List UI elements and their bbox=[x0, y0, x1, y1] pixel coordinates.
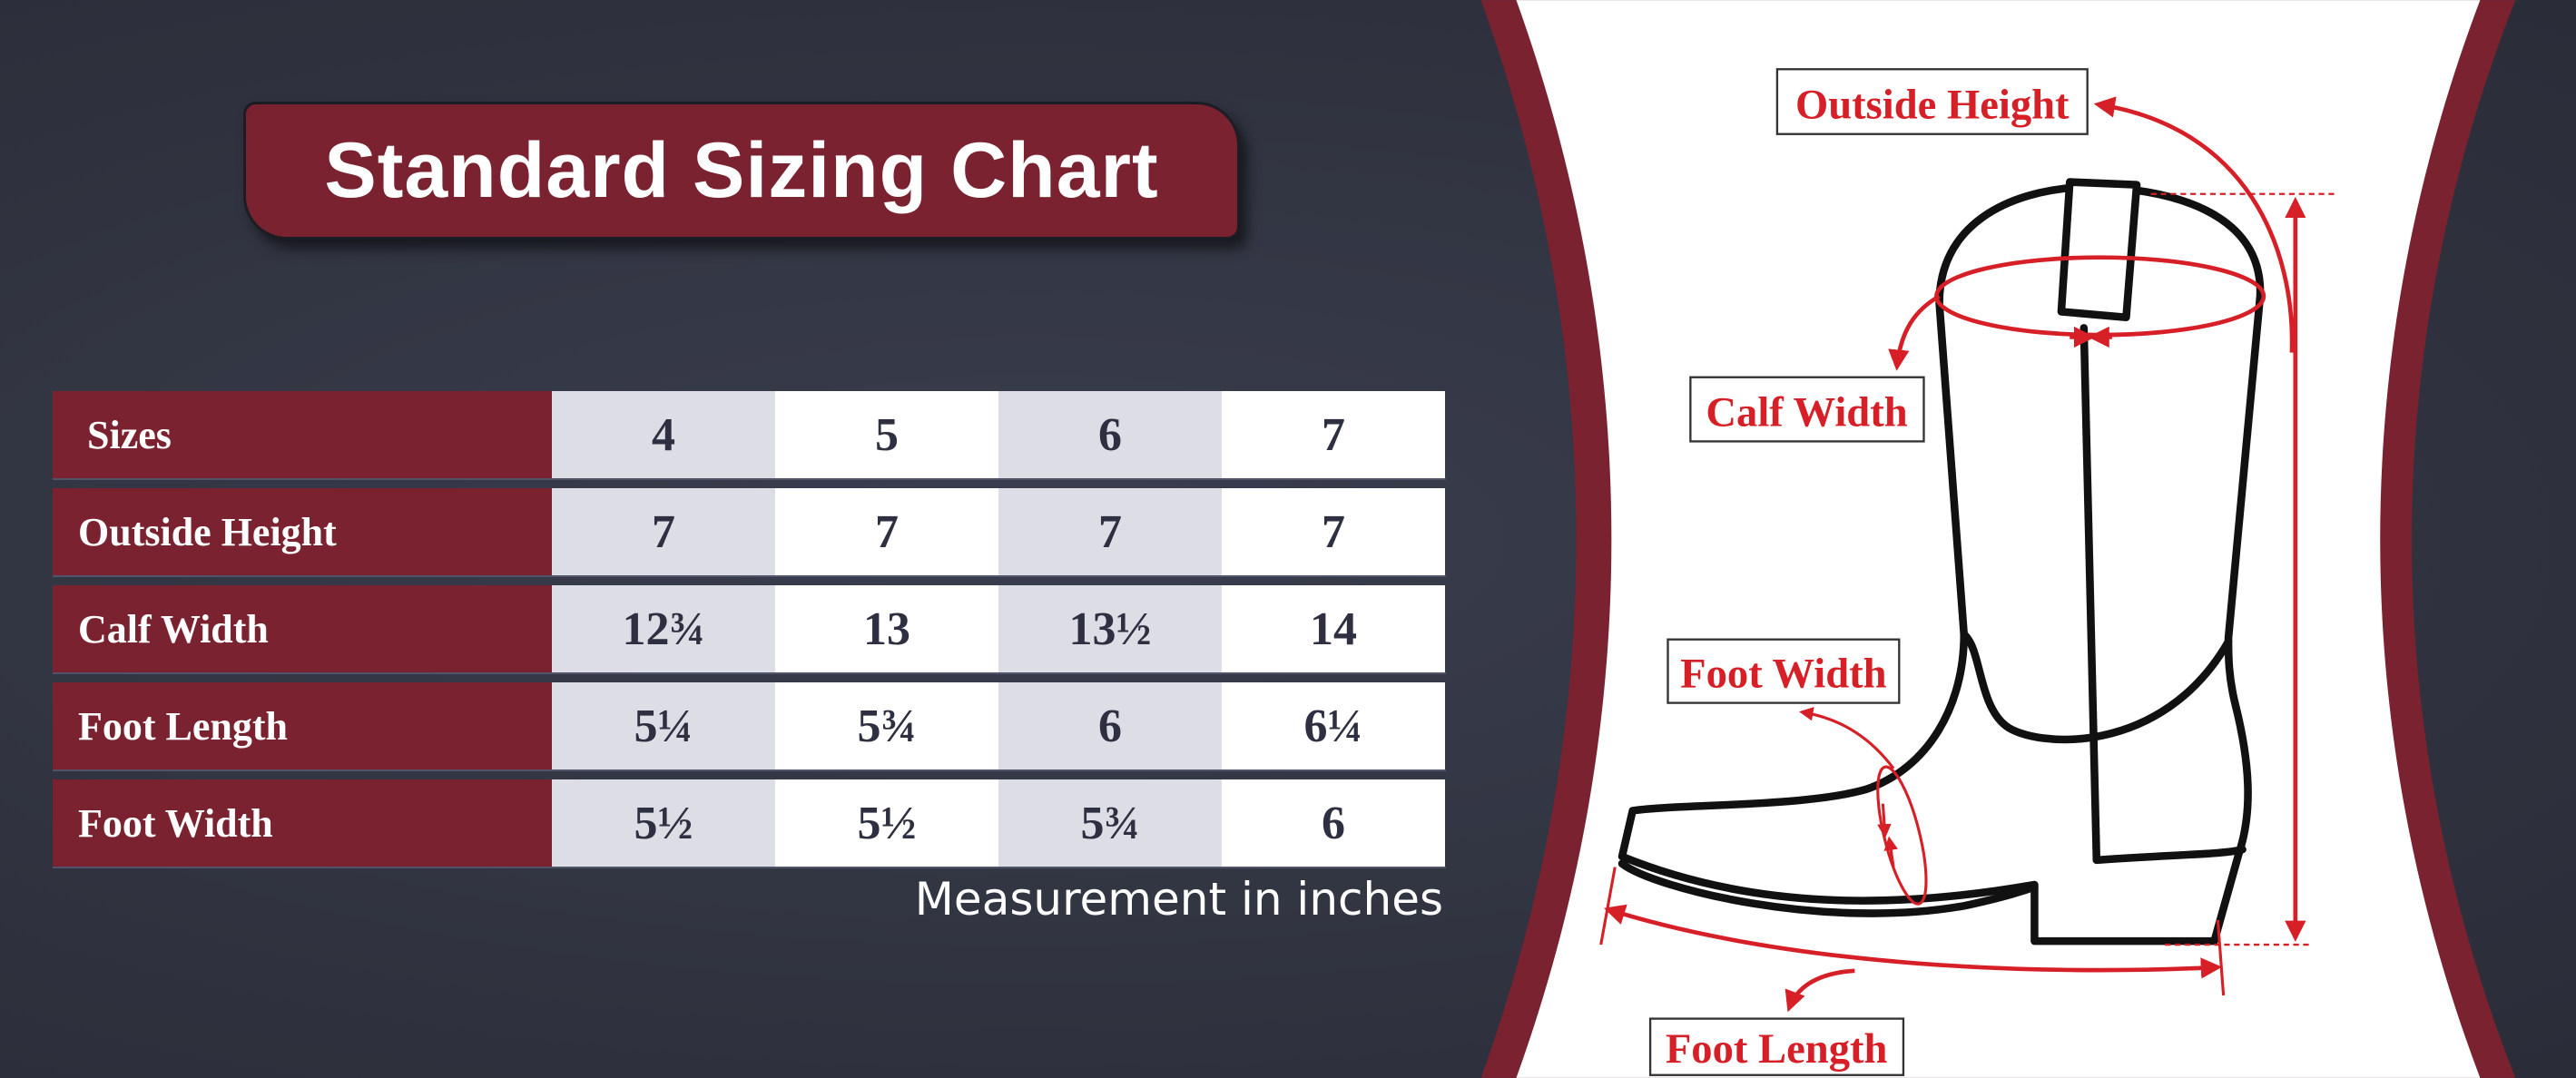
measurement-caption: Measurement in inches bbox=[914, 873, 1443, 926]
row-label: Sizes bbox=[53, 391, 552, 478]
label-foot-width: Foot Width bbox=[1667, 638, 1901, 704]
table-cell: 7 bbox=[552, 488, 775, 575]
row-label: Foot Length bbox=[53, 682, 552, 769]
table-cell: 5¾ bbox=[775, 682, 998, 769]
page-title: Standard Sizing Chart bbox=[324, 126, 1159, 214]
measurement-markers bbox=[1599, 96, 2335, 1013]
boot-outline-icon bbox=[1617, 178, 2265, 946]
table-cell: 5¼ bbox=[552, 682, 775, 769]
table-cell: 5¾ bbox=[998, 779, 1222, 867]
table-cell: 12¾ bbox=[552, 585, 775, 672]
row-label: Calf Width bbox=[53, 585, 552, 672]
row-label: Outside Height bbox=[53, 488, 552, 575]
table-cell: 13½ bbox=[998, 585, 1222, 672]
label-foot-length: Foot Length bbox=[1648, 1017, 1905, 1076]
label-outside-height: Outside Height bbox=[1775, 68, 2089, 135]
table-cell: 6¼ bbox=[1222, 682, 1445, 769]
boot-diagram: Outside Height Calf Width Foot Width Foo… bbox=[1480, 0, 2516, 1078]
size-header: 7 bbox=[1222, 391, 1445, 478]
table-cell: 13 bbox=[775, 585, 998, 672]
table-cell: 5½ bbox=[552, 779, 775, 867]
svg-text:Calf Width: Calf Width bbox=[1706, 388, 1907, 436]
table-cell: 7 bbox=[775, 488, 998, 575]
table-cell: 5½ bbox=[775, 779, 998, 867]
table-cell: 6 bbox=[1222, 779, 1445, 867]
table-row: Calf Width 12¾ 13 13½ 14 bbox=[53, 585, 1446, 674]
table-cell: 14 bbox=[1222, 585, 1445, 672]
table-header-row: Sizes 4 5 6 7 bbox=[53, 391, 1446, 480]
svg-text:Foot Width: Foot Width bbox=[1680, 651, 1887, 698]
size-header: 6 bbox=[998, 391, 1222, 478]
svg-text:Foot Length: Foot Length bbox=[1666, 1025, 1888, 1073]
sizing-table: Sizes 4 5 6 7 Outside Height 7 7 7 7 Cal… bbox=[53, 391, 1446, 877]
table-cell: 7 bbox=[998, 488, 1222, 575]
size-header: 4 bbox=[552, 391, 775, 478]
table-row: Foot Width 5½ 5½ 5¾ 6 bbox=[53, 779, 1446, 868]
title-banner: Standard Sizing Chart bbox=[243, 102, 1240, 240]
row-label: Foot Width bbox=[53, 779, 552, 867]
table-row: Foot Length 5¼ 5¾ 6 6¼ bbox=[53, 682, 1446, 771]
label-calf-width: Calf Width bbox=[1689, 376, 1925, 443]
table-cell: 7 bbox=[1222, 488, 1445, 575]
svg-text:Outside Height: Outside Height bbox=[1795, 82, 2070, 129]
table-cell: 6 bbox=[998, 682, 1222, 769]
table-row: Outside Height 7 7 7 7 bbox=[53, 488, 1446, 577]
size-header: 5 bbox=[775, 391, 998, 478]
